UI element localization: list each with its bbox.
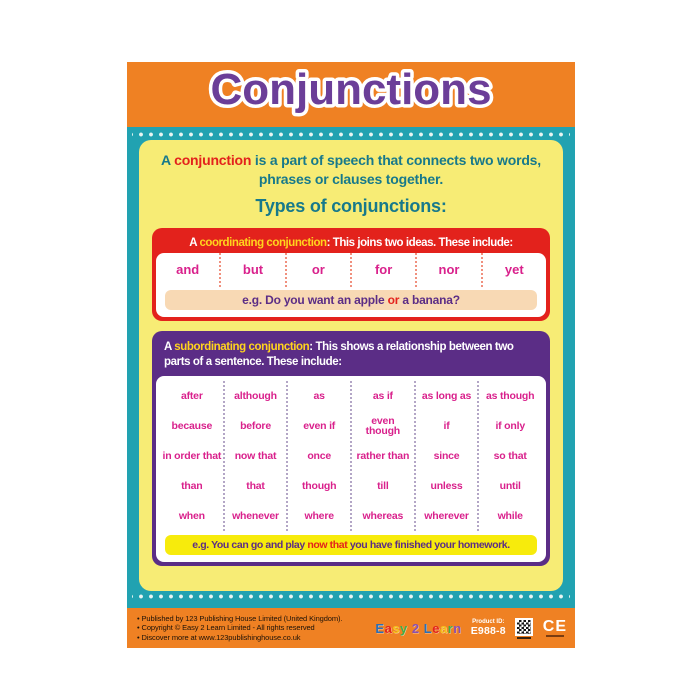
subordinating-word: when — [178, 510, 205, 522]
poster-title-art: Conjunctions — [207, 64, 495, 118]
subordinating-word: as though — [486, 390, 535, 402]
subordinating-word: as — [313, 390, 325, 402]
subordinating-word: though — [301, 480, 337, 492]
coordinating-word-row: and but or for nor yet — [156, 253, 546, 287]
subordinating-word: in order that — [162, 450, 222, 462]
subordinating-word: whereas — [362, 510, 404, 522]
coordinating-word: but — [221, 253, 287, 287]
sub-column-3: as even if once though where — [288, 381, 353, 531]
qr-code-caption — [517, 636, 532, 639]
sub-column-5: as long as if since unless wherever — [416, 381, 480, 531]
page-title: Conjunctions — [210, 65, 491, 114]
subordinating-word: unless — [430, 480, 463, 492]
ce-mark-caption — [545, 635, 564, 637]
subordinating-word-grid: after because in order that than when al… — [161, 381, 541, 531]
ce-mark: CE — [542, 618, 567, 635]
coordinating-example: e.g. Do you want an apple or a banana? — [165, 290, 537, 310]
subordinating-word: as long as — [421, 390, 472, 402]
subordinating-word: so that — [493, 450, 527, 462]
coordinating-body: and but or for nor yet e.g. Do you want … — [156, 253, 546, 317]
subordinating-box: A subordinating conjunction: This shows … — [152, 331, 550, 566]
coord-header-rest: : This joins two ideas. These include: — [326, 237, 514, 249]
dotted-border-bottom — [132, 594, 570, 599]
teal-frame: A conjunction is a part of speech that c… — [127, 127, 575, 608]
subordinating-word: wherever — [424, 510, 469, 522]
website-line: • Discover more at www.123publishinghous… — [137, 632, 301, 642]
sub-column-4: as if even though rather than till where… — [352, 381, 416, 531]
publisher-line: • Published by 123 Publishing House Limi… — [137, 613, 343, 623]
subordinating-word: where — [304, 510, 335, 522]
subordinating-word: until — [499, 480, 521, 492]
sub-column-6: as though if only so that until while — [479, 381, 541, 531]
ce-mark-block: CE — [543, 619, 567, 637]
sub-column-1: after because in order that than when — [161, 381, 225, 531]
dotted-border-top — [132, 132, 570, 137]
subordinating-word: if only — [495, 420, 525, 432]
product-id-block: Product ID: E988-8 — [471, 619, 506, 637]
intro-keyword: conjunction — [174, 152, 252, 168]
subordinating-word: after — [180, 390, 203, 402]
sub-example-suffix: you have finished your homework. — [349, 539, 510, 551]
sub-header-prefix: A — [164, 341, 175, 353]
poster-footer: • Published by 123 Publishing House Limi… — [127, 608, 575, 648]
subordinating-word: even though — [365, 415, 401, 437]
easy2learn-logo: Easy 2 Learn — [375, 620, 462, 636]
subordinating-word: because — [171, 420, 213, 432]
coordinating-header: A coordinating conjunction: This joins t… — [156, 232, 546, 253]
sub-header-rest: : This shows a relationship between two … — [164, 341, 514, 368]
subordinating-word: now that — [234, 450, 277, 462]
coordinating-word: and — [156, 253, 222, 287]
qr-code-block — [515, 616, 534, 640]
footer-badges: Easy 2 Learn Product ID: E988-8 CE — [375, 616, 567, 640]
product-id-value: E988-8 — [470, 624, 506, 637]
subordinating-word: although — [234, 390, 277, 402]
coord-example-suffix: a banana? — [402, 293, 460, 307]
coord-example-keyword: or — [387, 293, 400, 307]
coord-example-prefix: e.g. Do you want an apple — [242, 293, 385, 307]
coord-header-keyword: coordinating conjunction — [199, 237, 327, 249]
poster-header: Conjunctions — [127, 62, 575, 127]
subordinating-word: if — [443, 420, 450, 432]
subordinating-word: whenever — [232, 510, 279, 522]
yellow-content-panel: A conjunction is a part of speech that c… — [139, 140, 563, 591]
product-id-label: Product ID: — [472, 618, 505, 625]
subordinating-header: A subordinating conjunction: This shows … — [156, 335, 546, 376]
subordinating-word: till — [377, 480, 389, 492]
subordinating-word: while — [497, 510, 523, 522]
coordinating-word: yet — [504, 262, 524, 277]
subordinating-word: even if — [303, 420, 336, 432]
conjunctions-poster: Conjunctions A conjunction is a part of … — [127, 62, 575, 648]
subordinating-word: that — [246, 480, 265, 492]
sub-example-prefix: e.g. You can go and play — [192, 539, 305, 551]
coordinating-box: A coordinating conjunction: This joins t… — [152, 228, 550, 321]
subordinating-example: e.g. You can go and play now that you ha… — [165, 535, 537, 555]
subordinating-word: before — [240, 420, 271, 432]
coordinating-word: for — [352, 253, 418, 287]
sub-example-keyword: now that — [307, 539, 348, 551]
types-heading: Types of conjunctions: — [255, 196, 447, 216]
subordinating-word: since — [433, 450, 460, 462]
subordinating-body: after because in order that than when al… — [156, 376, 546, 562]
subordinating-word: rather than — [356, 450, 410, 462]
sub-column-2: although before now that that whenever — [225, 381, 289, 531]
qr-code-icon — [515, 617, 534, 636]
subordinating-word: as if — [372, 390, 393, 402]
coord-header-prefix: A — [189, 237, 200, 249]
coordinating-word: nor — [417, 253, 483, 287]
intro-prefix: A — [161, 152, 175, 168]
coordinating-word: or — [287, 253, 352, 287]
sub-header-keyword: subordinating conjunction — [174, 341, 310, 353]
intro-text: A conjunction is a part of speech that c… — [149, 151, 553, 189]
subordinating-word: than — [181, 480, 203, 492]
intro-rest: is a part of speech that connects two wo… — [251, 152, 541, 187]
subordinating-word: once — [307, 450, 332, 462]
copyright-line: • Copyright © Easy 2 Learn Limited - All… — [137, 623, 315, 633]
publisher-info: • Published by 123 Publishing House Limi… — [137, 614, 375, 643]
